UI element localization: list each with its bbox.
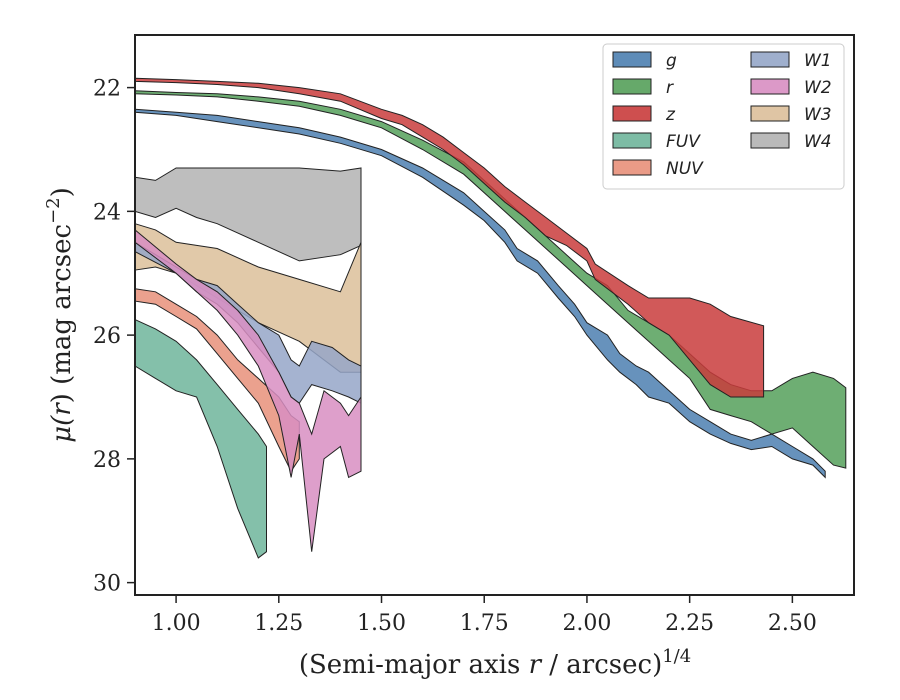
legend-label-fuv: FUV bbox=[666, 132, 701, 152]
profile-bands bbox=[134, 77, 847, 559]
y-axis-ticks: 22 24 26 28 30 bbox=[93, 77, 135, 597]
x-tick-label: 1.75 bbox=[460, 611, 509, 636]
y-tick-label: 22 bbox=[93, 77, 121, 102]
x-tick-label: 2.50 bbox=[768, 611, 817, 636]
y-tick-label: 24 bbox=[93, 200, 121, 225]
x-tick-label: 1.25 bbox=[254, 611, 303, 636]
legend-swatch-w2 bbox=[750, 78, 790, 95]
legend-label-w3: W3 bbox=[804, 105, 832, 125]
band-fuv bbox=[134, 318, 267, 559]
x-tick-label: 1.50 bbox=[357, 611, 406, 636]
x-tick-label: 2.00 bbox=[562, 611, 611, 636]
x-axis-ticks: 1.00 1.25 1.50 1.75 2.00 2.25 2.50 bbox=[152, 595, 817, 636]
x-tick-label: 1.00 bbox=[152, 611, 201, 636]
band-nuv bbox=[134, 288, 300, 473]
legend-swatch-w1 bbox=[750, 51, 790, 68]
legend-items: grz FUV NUV W1 W2 W3 W4 bbox=[612, 51, 832, 179]
x-axis-label: (Semi-major axis r / arcsec)1/4 bbox=[299, 646, 691, 680]
legend: grz FUV NUV W1 W2 W3 W4 bbox=[602, 43, 845, 190]
band-g bbox=[134, 108, 826, 479]
band-w2 bbox=[134, 228, 362, 552]
legend-label-w4: W4 bbox=[804, 132, 832, 152]
legend-swatch-w3 bbox=[750, 105, 790, 122]
legend-swatch-r bbox=[612, 78, 652, 95]
y-axis-label: μ(r) (mag arcsec−2) bbox=[43, 187, 77, 443]
legend-label-z: z bbox=[665, 105, 676, 125]
legend-label-w1: W1 bbox=[804, 51, 832, 71]
plot-frame bbox=[134, 34, 855, 596]
y-tick-label: 26 bbox=[93, 324, 121, 349]
legend-label-g: g bbox=[666, 51, 677, 71]
legend-label-w2: W2 bbox=[804, 78, 832, 98]
legend-swatch-fuv bbox=[612, 132, 652, 149]
y-tick-label: 30 bbox=[93, 572, 121, 597]
legend-label-r: r bbox=[666, 78, 674, 98]
legend-swatch-z bbox=[612, 105, 652, 122]
band-z bbox=[134, 77, 765, 398]
y-tick-label: 28 bbox=[93, 448, 121, 473]
legend-swatch-nuv bbox=[612, 159, 652, 176]
legend-label-nuv: NUV bbox=[666, 159, 704, 179]
legend-swatch-w4 bbox=[750, 132, 790, 149]
x-tick-label: 2.25 bbox=[665, 611, 714, 636]
legend-swatch-g bbox=[612, 51, 652, 68]
